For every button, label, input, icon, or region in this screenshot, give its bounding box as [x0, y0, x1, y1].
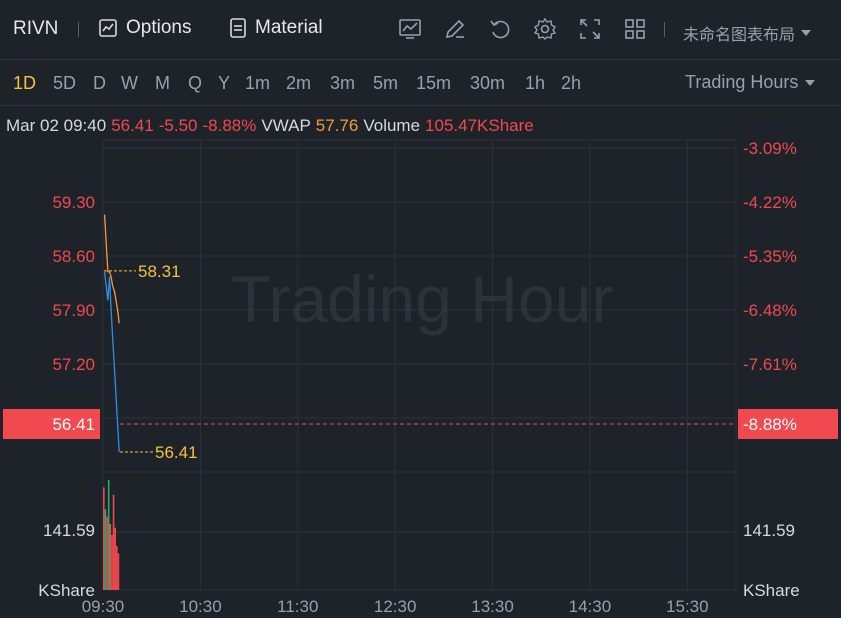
period-5m[interactable]: 5m — [373, 73, 399, 93]
volume-bar — [104, 509, 107, 590]
period-y[interactable]: Y — [218, 73, 231, 93]
quote-price: 56.41 — [111, 116, 154, 135]
quote-change-pct: -8.88% — [202, 116, 257, 135]
chart-grid — [102, 139, 737, 591]
time-tick-label: 13:30 — [471, 597, 514, 616]
period-1h[interactable]: 1h — [525, 73, 546, 93]
percent-tick-label: -3.09% — [743, 139, 797, 158]
percent-tick-label: -4.22% — [743, 193, 797, 212]
options-label: Options — [126, 17, 192, 38]
volume-bar — [111, 535, 113, 590]
period-2h[interactable]: 2h — [561, 73, 582, 93]
percent-axis-right: -3.09% -4.22% -5.35% -6.48% -7.61% 56.41 -8.88… — [3, 139, 838, 600]
volume-bars — [103, 480, 120, 590]
trading-hours-selector[interactable]: Trading Hours — [685, 72, 816, 93]
period-30m[interactable]: 30m — [470, 73, 506, 93]
vwap-line — [103, 214, 120, 324]
quote-info: Mar 02 09:40 56.41 -5.50 -8.88% VWAP 57.76 Vol… — [6, 116, 539, 136]
volume-value: 105.47KShare — [425, 116, 534, 135]
toolbar-divider — [78, 22, 79, 37]
high-marker-label: 58.31 — [138, 262, 181, 281]
price-line — [103, 271, 120, 453]
price-tick-label: 57.90 — [52, 301, 95, 320]
time-tick-label: 15:30 — [666, 597, 709, 616]
options-chart-icon — [99, 19, 117, 37]
toolbar-divider — [664, 22, 665, 37]
current-pct-badge — [738, 409, 838, 439]
grid-layout-icon[interactable] — [623, 17, 647, 41]
period-2m[interactable]: 2m — [286, 73, 312, 93]
percent-tick-label: -6.48% — [743, 301, 797, 320]
material-label: Material — [255, 17, 323, 38]
draw-icon[interactable] — [443, 17, 467, 41]
volume-tick-right: 141.59 — [743, 521, 795, 540]
time-axis: 09:30 10:30 11:30 12:30 13:30 14:30 15:30 — [82, 597, 709, 616]
volume-bar — [103, 487, 105, 590]
quote-change: -5.50 — [158, 116, 198, 135]
trading-hours-label: Trading Hours — [685, 72, 799, 92]
time-tick-label: 14:30 — [569, 597, 612, 616]
layout-name: 未命名图表布局 — [683, 27, 796, 44]
price-tick-label: 57.20 — [52, 355, 95, 374]
quote-datetime: Mar 02 09:40 — [6, 116, 107, 135]
percent-tick-label: -5.35% — [743, 247, 797, 266]
vwap-value: 57.76 — [315, 116, 359, 135]
volume-bar — [117, 553, 120, 590]
time-tick-label: 11:30 — [277, 597, 318, 616]
chart-watermark: Trading Hour — [231, 262, 614, 336]
undo-icon[interactable] — [488, 17, 512, 41]
volume-bar — [116, 546, 118, 590]
period-3m[interactable]: 3m — [330, 73, 356, 93]
period-1d[interactable]: 1D — [13, 73, 37, 93]
price-tick-label: 58.60 — [52, 247, 95, 266]
settings-icon[interactable] — [533, 17, 557, 41]
volume-bar — [114, 527, 116, 590]
caret-down-icon — [805, 79, 816, 86]
volume-tick-left: 141.59 — [43, 521, 95, 540]
period-w[interactable]: W — [121, 73, 138, 93]
plot-area — [102, 139, 737, 591]
volume-bar — [112, 494, 115, 590]
caret-down-icon — [801, 30, 812, 36]
chart-icon[interactable] — [398, 17, 422, 41]
last-marker-label: 56.41 — [155, 443, 198, 462]
volume-bar — [107, 480, 110, 590]
period-q[interactable]: Q — [188, 73, 203, 93]
top-toolbar: RIVN Options Material 未命名图表布局 — [0, 0, 841, 60]
price-axis-left: 59.30 58.60 57.90 57.20 — [52, 193, 95, 374]
time-tick-label: 12:30 — [374, 597, 417, 616]
period-5d[interactable]: 5D — [53, 73, 77, 93]
period-15m[interactable]: 15m — [416, 73, 452, 93]
ticker-symbol[interactable]: RIVN — [13, 18, 59, 39]
time-tick-label: 10:30 — [179, 597, 222, 616]
volume-bar — [106, 516, 108, 590]
material-button[interactable]: Material — [229, 17, 323, 39]
percent-tick-label: -7.61% — [743, 355, 797, 374]
period-bar: 1D 5D D W M Q Y 1m 2m 3m 5m 15m 30m 1h 2h — [0, 60, 841, 106]
volume-unit-right: KShare — [743, 581, 800, 600]
volume-bar — [109, 524, 112, 590]
current-price-badge — [3, 409, 100, 439]
period-d[interactable]: D — [93, 73, 106, 93]
vwap-label: VWAP — [261, 116, 311, 135]
options-button[interactable]: Options — [98, 17, 191, 39]
period-1m[interactable]: 1m — [245, 73, 271, 93]
volume-unit-left: KShare — [38, 581, 95, 600]
fullscreen-icon[interactable] — [578, 17, 602, 41]
layout-selector[interactable]: 未命名图表布局 — [683, 21, 812, 45]
document-icon — [230, 18, 246, 38]
time-tick-label: 09:30 — [82, 597, 125, 616]
volume-label: Volume — [363, 116, 421, 135]
price-tick-label: 59.30 — [52, 193, 95, 212]
current-pct-label: -8.88% — [743, 415, 797, 434]
period-m[interactable]: M — [155, 73, 170, 93]
current-price-label: 56.41 — [52, 415, 95, 434]
